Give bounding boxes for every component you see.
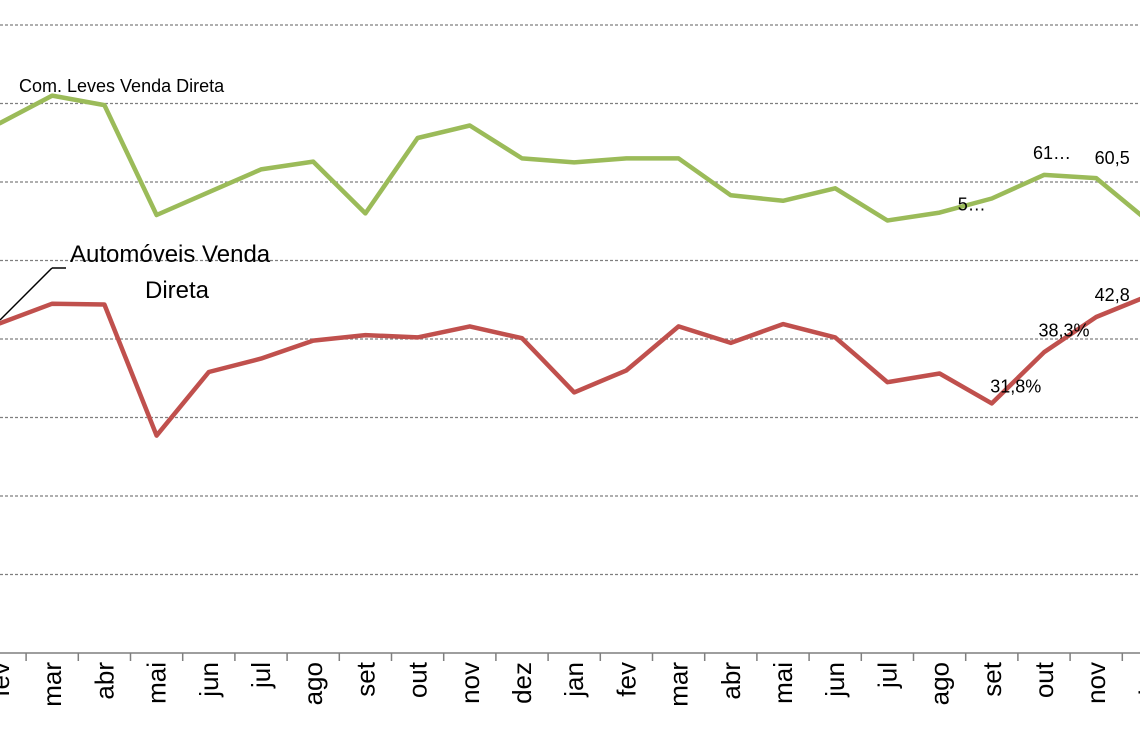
gridlines xyxy=(0,24,1140,576)
x-tick-label: mar xyxy=(37,662,67,707)
x-tick-label: set xyxy=(350,661,380,696)
x-tick-label: fev xyxy=(611,662,641,697)
x-tick-label: jul xyxy=(246,662,276,689)
data-labels: 5… 61… 60,5 31,8% 38,3% 42,8 xyxy=(958,143,1130,396)
series-label-automoveis-line2: Direta xyxy=(145,277,210,304)
x-tick-label: nov xyxy=(1081,662,1111,704)
data-label: 5… xyxy=(958,194,986,214)
x-tick-label: jul xyxy=(872,662,902,689)
x-tick-label: fev xyxy=(0,662,15,697)
series-label-automoveis-line1: Automóveis Venda xyxy=(70,241,271,268)
x-tick-label: mai xyxy=(142,662,172,704)
series-lines xyxy=(0,93,1140,438)
data-label: 61… xyxy=(1033,143,1071,163)
x-tick-label: dez xyxy=(1133,662,1140,704)
series-label-leader-line xyxy=(0,267,53,321)
x-tick-label: mar xyxy=(664,662,694,707)
x-tick-label: jun xyxy=(820,662,850,698)
x-tick-label: set xyxy=(977,661,1007,696)
x-tick-label: jun xyxy=(194,662,224,698)
x-tick-label: nov xyxy=(455,662,485,704)
x-tick-label: dez xyxy=(507,662,537,704)
x-tick-label: out xyxy=(1029,661,1059,698)
series-labels: Com. Leves Venda Direta Automóveis Venda… xyxy=(0,76,271,321)
series-line-com-leves xyxy=(0,93,1140,223)
data-label: 31,8% xyxy=(990,376,1041,396)
x-tick-label: ago xyxy=(298,662,328,705)
data-label: 42,8 xyxy=(1095,285,1130,305)
x-tick-label: abr xyxy=(89,662,119,700)
data-label: 60,5 xyxy=(1095,148,1130,168)
series-label-com-leves: Com. Leves Venda Direta xyxy=(19,76,225,96)
x-tick-label: mai xyxy=(768,662,798,704)
data-label: 38,3% xyxy=(1038,320,1089,340)
x-tick-label: out xyxy=(403,661,433,698)
x-tick-label: jan xyxy=(559,662,589,698)
x-tick-label: abr xyxy=(716,662,746,700)
series-line-automoveis xyxy=(0,296,1140,438)
x-axis: fev mar abr mai jun jul ago set out nov dez jan fev m… xyxy=(0,652,1140,707)
x-tick-label: ago xyxy=(925,662,955,705)
